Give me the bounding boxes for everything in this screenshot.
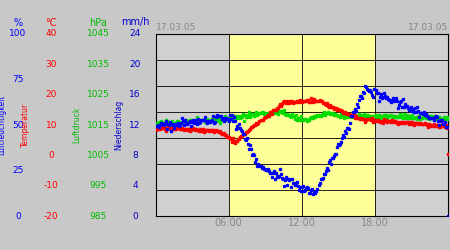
Text: Temperatur: Temperatur — [21, 103, 30, 147]
Text: Luftdruck: Luftdruck — [72, 107, 81, 143]
Text: 100: 100 — [9, 29, 27, 38]
Text: 1005: 1005 — [86, 151, 110, 160]
Text: 17.03.05: 17.03.05 — [408, 23, 448, 32]
Text: 12: 12 — [129, 120, 141, 130]
Text: 25: 25 — [12, 166, 24, 175]
Text: 4: 4 — [132, 181, 138, 190]
Text: Niederschlag: Niederschlag — [114, 100, 123, 150]
Text: 0: 0 — [132, 212, 138, 221]
Text: mm/h: mm/h — [121, 18, 149, 28]
Text: 20: 20 — [129, 60, 141, 69]
Text: %: % — [14, 18, 22, 28]
Text: °C: °C — [45, 18, 57, 28]
Text: 40: 40 — [45, 29, 57, 38]
Text: -10: -10 — [44, 181, 58, 190]
Text: 1025: 1025 — [87, 90, 109, 99]
Text: 1015: 1015 — [86, 120, 110, 130]
Text: -20: -20 — [44, 212, 58, 221]
Text: 985: 985 — [90, 212, 107, 221]
Text: 0: 0 — [49, 151, 54, 160]
Text: 10: 10 — [45, 120, 57, 130]
Text: 50: 50 — [12, 120, 24, 130]
Text: 20: 20 — [45, 90, 57, 99]
Text: 1035: 1035 — [86, 60, 110, 69]
Text: 1045: 1045 — [87, 29, 109, 38]
Text: 16: 16 — [129, 90, 141, 99]
Bar — [229, 34, 375, 216]
Text: 17.03.05: 17.03.05 — [156, 23, 196, 32]
Text: Luftfeuchtigkeit: Luftfeuchtigkeit — [0, 95, 6, 155]
Text: 24: 24 — [130, 29, 140, 38]
Text: 75: 75 — [12, 75, 24, 84]
Text: 995: 995 — [90, 181, 107, 190]
Text: 8: 8 — [132, 151, 138, 160]
Text: 0: 0 — [15, 212, 21, 221]
Text: 30: 30 — [45, 60, 57, 69]
Text: hPa: hPa — [89, 18, 107, 28]
